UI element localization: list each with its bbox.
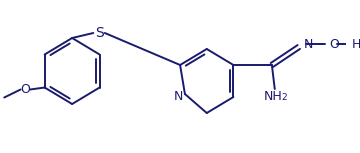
Text: N: N	[303, 37, 313, 50]
Text: NH: NH	[264, 90, 282, 103]
Text: 2: 2	[282, 93, 287, 103]
Text: N: N	[174, 91, 183, 103]
Text: O: O	[329, 37, 339, 50]
Text: H: H	[352, 37, 360, 50]
Text: S: S	[95, 26, 103, 40]
Text: O: O	[21, 83, 30, 96]
